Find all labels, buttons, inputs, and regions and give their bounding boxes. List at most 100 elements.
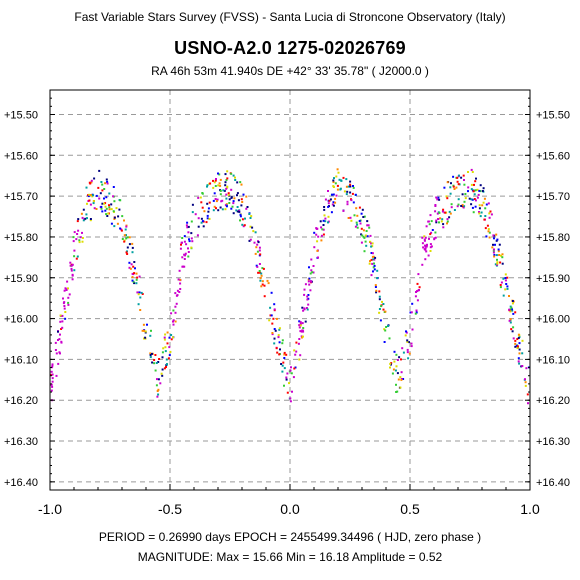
data-point [269, 306, 272, 309]
data-point [430, 220, 433, 223]
data-point [105, 178, 108, 181]
data-point [450, 203, 453, 206]
data-point [349, 183, 352, 186]
data-point [286, 372, 289, 375]
data-point [146, 323, 148, 326]
data-point [371, 255, 374, 258]
data-point [58, 338, 61, 341]
data-point [304, 320, 307, 323]
data-point [236, 206, 239, 208]
y-tick-label-left: +15.70 [4, 191, 38, 203]
data-point [502, 294, 505, 297]
data-point [334, 182, 337, 185]
data-point [424, 258, 427, 261]
axis-ticks [49, 97, 531, 491]
data-point [88, 193, 91, 196]
data-point [279, 348, 281, 351]
data-point [360, 227, 363, 230]
data-point [384, 310, 387, 313]
data-point [207, 207, 210, 210]
data-point [201, 192, 204, 195]
data-point [126, 253, 129, 255]
data-point [156, 378, 158, 381]
data-point [212, 209, 215, 212]
data-point [239, 215, 242, 218]
data-point [478, 204, 481, 207]
data-point [303, 308, 306, 311]
data-point [174, 305, 177, 308]
data-point [184, 252, 187, 255]
data-point [345, 178, 348, 181]
data-point [345, 185, 348, 188]
data-point [320, 234, 323, 237]
data-point [223, 189, 226, 192]
data-point [273, 303, 276, 306]
data-point [215, 178, 217, 180]
data-point [352, 185, 354, 187]
data-point [128, 261, 131, 264]
data-point [498, 243, 501, 246]
data-point [524, 381, 527, 384]
data-point [506, 287, 509, 290]
data-point [180, 241, 183, 244]
data-point [416, 290, 418, 293]
data-point [400, 378, 403, 381]
data-point [205, 221, 208, 224]
data-point [514, 339, 517, 342]
data-point [214, 179, 217, 182]
data-point [125, 225, 128, 228]
data-point [172, 320, 174, 323]
data-point [396, 390, 399, 393]
data-point [405, 330, 407, 333]
data-point [415, 311, 418, 314]
data-point [159, 382, 162, 385]
data-point [239, 181, 242, 184]
data-point [87, 195, 90, 198]
data-point [380, 305, 383, 308]
data-point [59, 352, 61, 355]
data-point [67, 287, 69, 290]
data-point [512, 326, 515, 329]
data-point [77, 229, 80, 232]
star-coordinates: RA 46h 53m 41.940s DE +42° 33' 35.78" ( … [151, 64, 429, 78]
data-point [172, 336, 175, 339]
data-point [313, 246, 316, 249]
data-point [498, 254, 501, 256]
data-point [418, 289, 420, 291]
data-point [260, 274, 263, 277]
data-point [221, 208, 224, 211]
data-point [404, 334, 407, 337]
data-point [461, 205, 464, 208]
data-point [415, 309, 418, 312]
data-point [203, 210, 206, 213]
data-point [119, 227, 122, 230]
data-point [410, 342, 413, 345]
data-point [472, 211, 475, 214]
data-point [306, 295, 309, 298]
y-tick-label-right: +16.40 [536, 477, 570, 489]
magnitude-text: MAGNITUDE: Max = 15.66 Min = 16.18 Ampli… [137, 550, 443, 564]
data-point [508, 295, 510, 297]
data-point [200, 217, 203, 220]
data-point [365, 244, 368, 247]
data-point [343, 190, 346, 193]
data-point [157, 378, 160, 381]
data-point [143, 329, 145, 332]
data-point [232, 174, 235, 177]
data-point [430, 245, 433, 248]
data-point [474, 205, 477, 208]
data-point [123, 234, 126, 237]
data-point [517, 357, 520, 360]
data-point [120, 229, 123, 232]
data-point [401, 347, 404, 350]
data-point [235, 209, 238, 212]
data-point [517, 337, 520, 339]
data-point [333, 177, 335, 180]
data-point [336, 168, 339, 171]
data-point [110, 222, 113, 225]
data-point [161, 356, 164, 359]
data-point [363, 215, 366, 218]
data-point [183, 240, 186, 243]
data-point [100, 207, 103, 210]
y-tick-label-right: +16.20 [536, 395, 570, 407]
